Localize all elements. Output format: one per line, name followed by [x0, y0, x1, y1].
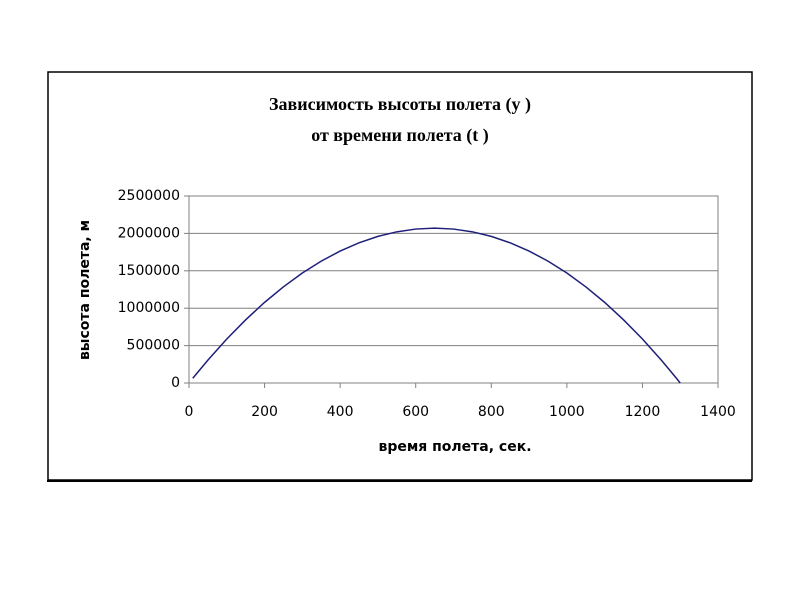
x-tick-label: 600 [402, 404, 429, 420]
x-axis-title: время полета, сек. [378, 439, 531, 455]
x-tick-label: 1200 [625, 404, 661, 420]
y-tick-label: 1500000 [118, 263, 180, 279]
plot-area: 0 500000 1000000 1500000 2000000 2500000 0 200 4… [118, 188, 736, 420]
y-tick-label: 0 [171, 375, 180, 391]
y-axis-title: высота полета, м [77, 220, 93, 360]
x-tick-label: 1000 [549, 404, 585, 420]
x-tick-label: 800 [478, 404, 505, 420]
x-tick-label: 200 [251, 404, 278, 420]
chart-title: Зависимость высоты полета (y ) [269, 94, 531, 115]
y-tick-label: 500000 [127, 338, 180, 354]
y-tick-label: 1000000 [118, 300, 180, 316]
y-tick-label: 2500000 [118, 188, 180, 204]
x-tick-label: 0 [185, 404, 194, 420]
x-tick-label: 400 [327, 404, 354, 420]
plot-background [188, 195, 719, 384]
x-tick-label: 1400 [700, 404, 736, 420]
chart-title: от времени полета (t ) [311, 125, 489, 146]
data-line [192, 227, 681, 384]
y-tick-label: 2000000 [118, 225, 180, 241]
